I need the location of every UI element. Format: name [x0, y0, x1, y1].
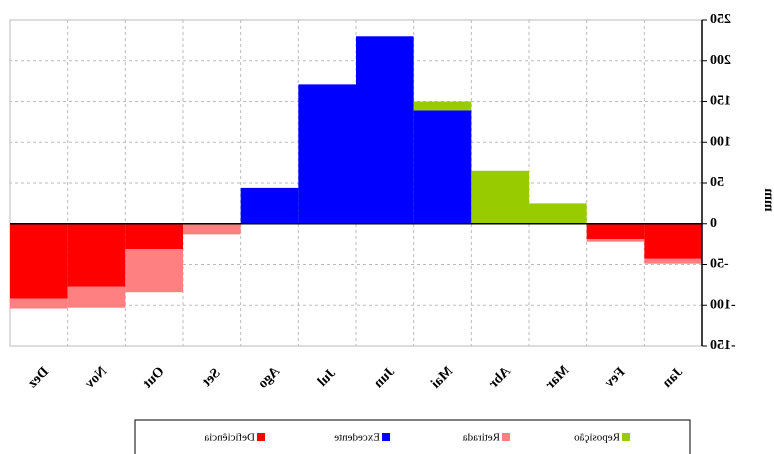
bar	[529, 203, 587, 224]
bar	[644, 223, 702, 259]
bar	[413, 110, 472, 224]
bar	[67, 286, 126, 308]
legend-swatch	[382, 433, 390, 441]
bar	[240, 187, 299, 224]
x-tick-label: Jan	[660, 365, 686, 391]
y-tick-label: 250	[710, 12, 731, 27]
bar	[586, 223, 645, 240]
bar	[356, 36, 414, 224]
y-tick-label: 0	[710, 216, 717, 231]
x-tick-label: Set	[199, 366, 223, 390]
legend-swatch	[502, 433, 510, 441]
x-tick-label: Dez	[25, 365, 52, 392]
bar	[413, 101, 472, 111]
mirrored-chart: mm -150 -100 -50 0 50 100 150 200 250 Jan Fev Mar Ab…	[9, 12, 774, 454]
x-tick-label: Jun	[371, 365, 398, 392]
bar	[10, 223, 68, 299]
y-tick-label: 50	[710, 175, 724, 190]
bar	[298, 84, 356, 224]
x-tick-label: Out	[140, 364, 167, 391]
x-tick-label: Jul	[315, 366, 339, 390]
x-tick-label: Ago	[255, 364, 283, 392]
x-tick-label: Nov	[82, 364, 110, 392]
bar	[125, 223, 183, 250]
x-tick-label: Abr	[486, 364, 514, 392]
y-tick-label: 150	[710, 94, 731, 109]
bar	[471, 170, 529, 224]
y-tick-label: -50	[710, 257, 729, 272]
legend-label: Excedente	[334, 432, 380, 444]
legend-swatch	[622, 433, 630, 441]
bar	[183, 223, 241, 235]
legend	[134, 419, 691, 454]
legend-swatch	[257, 433, 265, 441]
bar	[10, 298, 68, 309]
x-tick-label: Fev	[602, 365, 628, 391]
y-tick-label: 100	[710, 134, 731, 149]
bar	[586, 239, 645, 242]
y-tick-label: -100	[710, 297, 736, 312]
x-tick-label: Mar	[543, 363, 572, 392]
x-tick-label: Mai	[428, 364, 456, 392]
legend-label: Reposição	[574, 432, 620, 444]
bar	[67, 223, 126, 287]
legend-label: Retirada	[463, 432, 500, 444]
bar	[644, 258, 702, 264]
bar	[125, 249, 183, 293]
y-tick-label: -150	[710, 338, 736, 353]
y-tick-label: 200	[710, 53, 731, 68]
legend-label: Deficiência	[204, 432, 255, 444]
y-axis-label: mm	[761, 188, 774, 212]
